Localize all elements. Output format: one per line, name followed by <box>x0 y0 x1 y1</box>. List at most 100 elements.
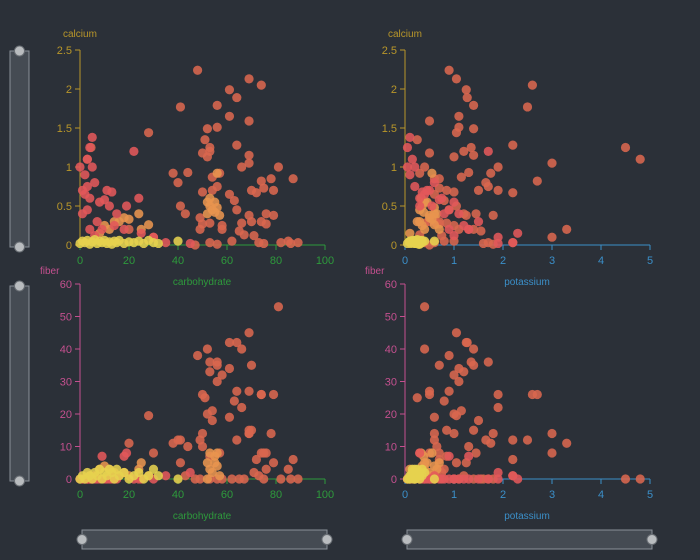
data-point <box>224 111 235 121</box>
slider-handle-left[interactable] <box>401 534 413 545</box>
data-point <box>244 116 254 126</box>
data-point <box>451 458 462 468</box>
data-point <box>153 238 163 249</box>
data-point <box>85 142 95 153</box>
data-point <box>75 162 85 172</box>
data-point <box>464 441 474 452</box>
data-point <box>207 406 217 416</box>
x-tick-label: 20 <box>123 255 135 267</box>
data-point <box>212 168 222 178</box>
data-point <box>205 193 215 203</box>
data-point <box>434 360 444 370</box>
slider-handle-bottom[interactable] <box>14 475 25 487</box>
data-point <box>251 188 261 198</box>
data-point <box>508 454 518 465</box>
data-point <box>449 197 459 207</box>
data-point <box>212 122 222 132</box>
x-tick-label: 40 <box>172 255 184 267</box>
data-point <box>483 474 493 484</box>
data-point <box>246 360 257 370</box>
slider-handle-top[interactable] <box>14 280 25 292</box>
data-point <box>266 174 276 184</box>
data-point <box>547 448 557 458</box>
data-point <box>415 201 425 211</box>
data-point <box>229 396 239 406</box>
data-point <box>212 461 222 471</box>
data-point <box>82 205 92 215</box>
data-point <box>112 209 122 219</box>
y-tick-label: 60 <box>385 279 397 291</box>
data-point <box>547 428 557 439</box>
data-point <box>620 142 631 153</box>
data-point <box>185 238 195 249</box>
data-point <box>173 236 183 246</box>
data-point <box>449 428 459 439</box>
data-point <box>202 474 212 484</box>
data-point <box>508 435 518 445</box>
data-point <box>273 302 284 312</box>
data-point <box>205 357 215 367</box>
data-point <box>92 217 102 227</box>
data-point <box>473 185 484 195</box>
calcium-range-slider[interactable] <box>9 45 30 253</box>
data-point <box>205 448 215 458</box>
data-point <box>402 162 413 172</box>
data-point <box>527 80 538 90</box>
data-point <box>449 409 459 419</box>
data-point <box>268 389 279 400</box>
y-label-fiber-left: fiber <box>40 266 60 277</box>
data-point <box>259 183 269 193</box>
data-point <box>232 140 242 150</box>
slider-handle-top[interactable] <box>14 45 25 57</box>
potassium-range-slider[interactable] <box>401 529 658 550</box>
data-point <box>148 448 159 458</box>
x-tick-label: 5 <box>647 489 653 501</box>
carbohydrate-range-slider[interactable] <box>76 529 333 550</box>
data-point <box>244 150 254 160</box>
data-point <box>268 458 279 468</box>
slider-handle-right[interactable] <box>321 534 333 545</box>
slider-handle-bottom[interactable] <box>14 241 25 253</box>
x-tick-label: 40 <box>172 489 184 501</box>
data-point <box>424 389 435 400</box>
data-point <box>442 425 452 435</box>
data-point <box>144 220 154 230</box>
y-tick-label: 1 <box>66 162 72 174</box>
data-point <box>461 85 471 95</box>
data-point <box>232 92 242 103</box>
data-point <box>547 158 557 168</box>
data-point <box>415 168 425 178</box>
data-point <box>180 209 190 219</box>
data-point <box>212 376 222 387</box>
slider-handle-left[interactable] <box>76 534 88 545</box>
data-point <box>405 228 415 238</box>
data-point <box>251 454 261 465</box>
data-point <box>412 393 422 403</box>
data-point <box>429 474 439 484</box>
y-tick-label: 10 <box>60 442 72 454</box>
x-tick-label: 0 <box>402 489 408 501</box>
data-point <box>215 471 225 481</box>
data-point <box>212 357 222 367</box>
data-point <box>229 195 239 206</box>
y-tick-label: 0.5 <box>382 201 397 213</box>
x-tick-label: 0 <box>402 255 408 267</box>
data-point <box>415 238 425 249</box>
data-point <box>434 224 444 234</box>
fiber-range-slider[interactable] <box>9 280 30 487</box>
y-tick-label: 40 <box>60 344 72 356</box>
data-point <box>190 474 200 484</box>
data-point <box>259 474 269 484</box>
x-tick-label: 1 <box>451 255 457 267</box>
slider-handle-right[interactable] <box>646 534 658 545</box>
data-point <box>439 396 449 406</box>
data-point <box>427 448 437 458</box>
data-point <box>144 471 154 481</box>
data-point <box>562 438 572 448</box>
data-point <box>153 471 163 481</box>
data-point <box>99 195 110 205</box>
data-point <box>227 236 237 246</box>
data-point <box>232 435 242 445</box>
y-tick-label: 0 <box>391 240 397 252</box>
